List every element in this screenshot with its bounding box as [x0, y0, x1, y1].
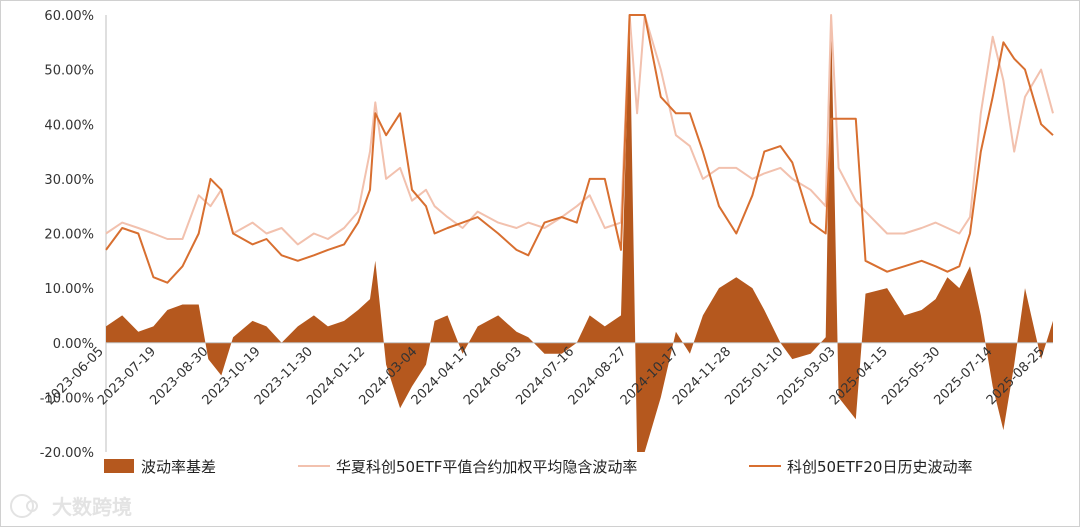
y-tick-label: 30.00%	[44, 173, 94, 188]
legend-label-basis: 波动率基差	[141, 458, 216, 476]
y-tick-label: -20.00%	[40, 446, 94, 461]
watermark: 大数跨境	[10, 494, 132, 519]
y-tick-label: 60.00%	[44, 9, 94, 24]
legend: 波动率基差 华夏科创50ETF平值合约加权平均隐含波动率 科创50ETF20日历…	[104, 458, 972, 476]
y-tick-label: 0.00%	[53, 337, 94, 352]
y-axis-ticks: -20.00% -10.00% 0.00% 10.00% 20.00% 30.00% 40.…	[40, 9, 94, 461]
watermark-text: 大数跨境	[52, 495, 132, 519]
y-tick-label: 40.00%	[44, 118, 94, 133]
legend-swatch-basis	[104, 459, 134, 473]
series-line-hist-vol	[105, 14, 1054, 284]
y-tick-label: 10.00%	[44, 282, 94, 297]
legend-label-hist-vol: 科创50ETF20日历史波动率	[787, 458, 972, 476]
watermark-logo-icon-inner	[26, 500, 38, 512]
series-line-implied-vol	[105, 14, 1054, 246]
plot-area	[105, 14, 1054, 452]
watermark-logo-icon	[10, 494, 34, 518]
y-tick-label: 20.00%	[44, 228, 94, 243]
y-tick-label: -10.00%	[40, 391, 94, 406]
y-tick-label: 50.00%	[44, 64, 94, 79]
legend-label-implied-vol: 华夏科创50ETF平值合约加权平均隐含波动率	[336, 458, 637, 476]
